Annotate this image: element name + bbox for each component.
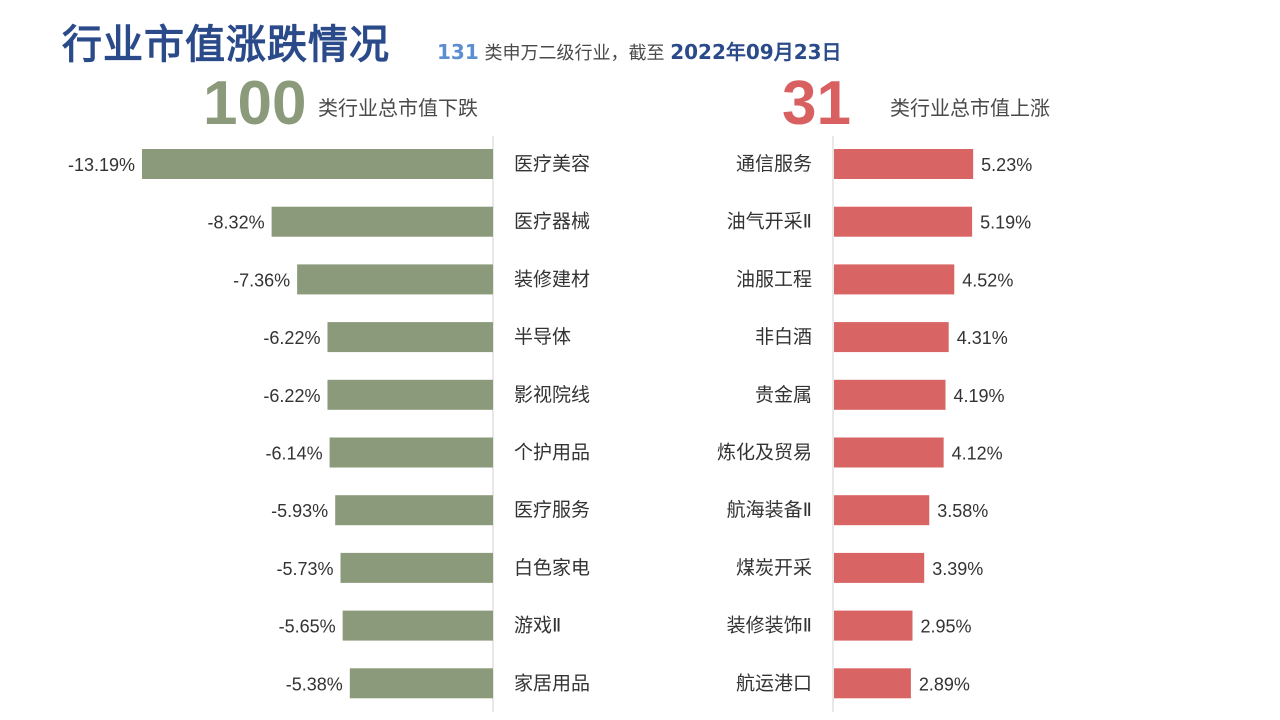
- up-bar: [834, 437, 944, 468]
- up-bar: [834, 552, 925, 583]
- down-category-label: 白色家电: [514, 557, 590, 579]
- down-value-label: -6.22%: [263, 386, 320, 406]
- up-value-label: 3.39%: [932, 559, 983, 579]
- up-value-label: 4.12%: [952, 444, 1003, 464]
- down-label: 类行业总市值下跌: [318, 96, 478, 120]
- up-bar: [834, 610, 913, 641]
- down-bar: [271, 206, 493, 237]
- down-value-label: -6.22%: [263, 328, 320, 348]
- down-value-label: -8.32%: [208, 213, 265, 233]
- up-category-label: 通信服务: [736, 153, 812, 175]
- up-category-label: 非白酒: [755, 326, 812, 348]
- up-bar: [834, 264, 955, 295]
- down-category-label: 半导体: [514, 326, 571, 348]
- up-bar: [834, 322, 949, 353]
- down-value-label: -7.36%: [233, 270, 290, 290]
- up-value-label: 4.31%: [957, 328, 1008, 348]
- up-bar: [834, 149, 974, 179]
- up-value-label: 4.52%: [962, 270, 1013, 290]
- down-value-label: -5.65%: [279, 617, 336, 637]
- subtitle-text: 类申万二级行业，截至: [478, 43, 671, 64]
- page-title: 行业市值涨跌情况: [62, 22, 390, 68]
- down-value-label: -13.19%: [68, 155, 135, 175]
- up-category-label: 航海装备Ⅱ: [727, 499, 812, 521]
- up-bar: [834, 379, 946, 410]
- subtitle-date: 2022年09月23日: [670, 40, 842, 64]
- down-value-label: -5.38%: [286, 674, 343, 694]
- up-label: 类行业总市值上涨: [890, 96, 1050, 120]
- down-bar: [142, 149, 493, 179]
- down-bar: [349, 668, 493, 699]
- down-count: 100: [203, 69, 307, 138]
- down-bar: [335, 495, 493, 526]
- down-bar: [297, 264, 493, 295]
- up-category-label: 油服工程: [736, 268, 812, 290]
- down-bar: [329, 437, 493, 468]
- up-category-label: 航运港口: [736, 672, 812, 694]
- down-category-label: 医疗服务: [514, 499, 590, 521]
- down-bar: [340, 552, 493, 583]
- up-value-label: 5.23%: [981, 155, 1032, 175]
- up-category-label: 油气开采Ⅱ: [727, 211, 812, 233]
- up-value-label: 2.89%: [919, 674, 970, 694]
- down-value-label: -6.14%: [266, 444, 323, 464]
- down-category-label: 个护用品: [514, 442, 590, 464]
- down-bar: [327, 322, 493, 353]
- up-bar: [834, 495, 930, 526]
- up-category-label: 炼化及贸易: [717, 442, 812, 464]
- down-category-label: 游戏Ⅱ: [514, 615, 561, 637]
- up-value-label: 3.58%: [937, 501, 988, 521]
- down-value-label: -5.93%: [271, 501, 328, 521]
- down-category-label: 影视院线: [514, 384, 590, 406]
- down-bar: [342, 610, 493, 641]
- down-category-label: 医疗美容: [514, 153, 590, 175]
- industry-count: 131: [437, 40, 479, 64]
- up-count: 31: [782, 69, 851, 138]
- up-bar: [834, 668, 911, 699]
- down-category-label: 装修建材: [514, 268, 590, 290]
- down-value-label: -5.73%: [276, 559, 333, 579]
- subtitle: 131 类申万二级行业，截至 2022年09月23日: [437, 36, 842, 65]
- up-category-label: 煤炭开采: [736, 557, 812, 579]
- down-category-label: 家居用品: [514, 672, 590, 694]
- up-bar: [834, 206, 973, 237]
- up-value-label: 4.19%: [954, 386, 1005, 406]
- up-category-label: 贵金属: [755, 384, 812, 406]
- down-bar: [327, 379, 493, 410]
- up-value-label: 2.95%: [921, 617, 972, 637]
- up-category-label: 装修装饰Ⅱ: [727, 615, 812, 637]
- down-category-label: 医疗器械: [514, 211, 590, 233]
- up-value-label: 5.19%: [980, 213, 1031, 233]
